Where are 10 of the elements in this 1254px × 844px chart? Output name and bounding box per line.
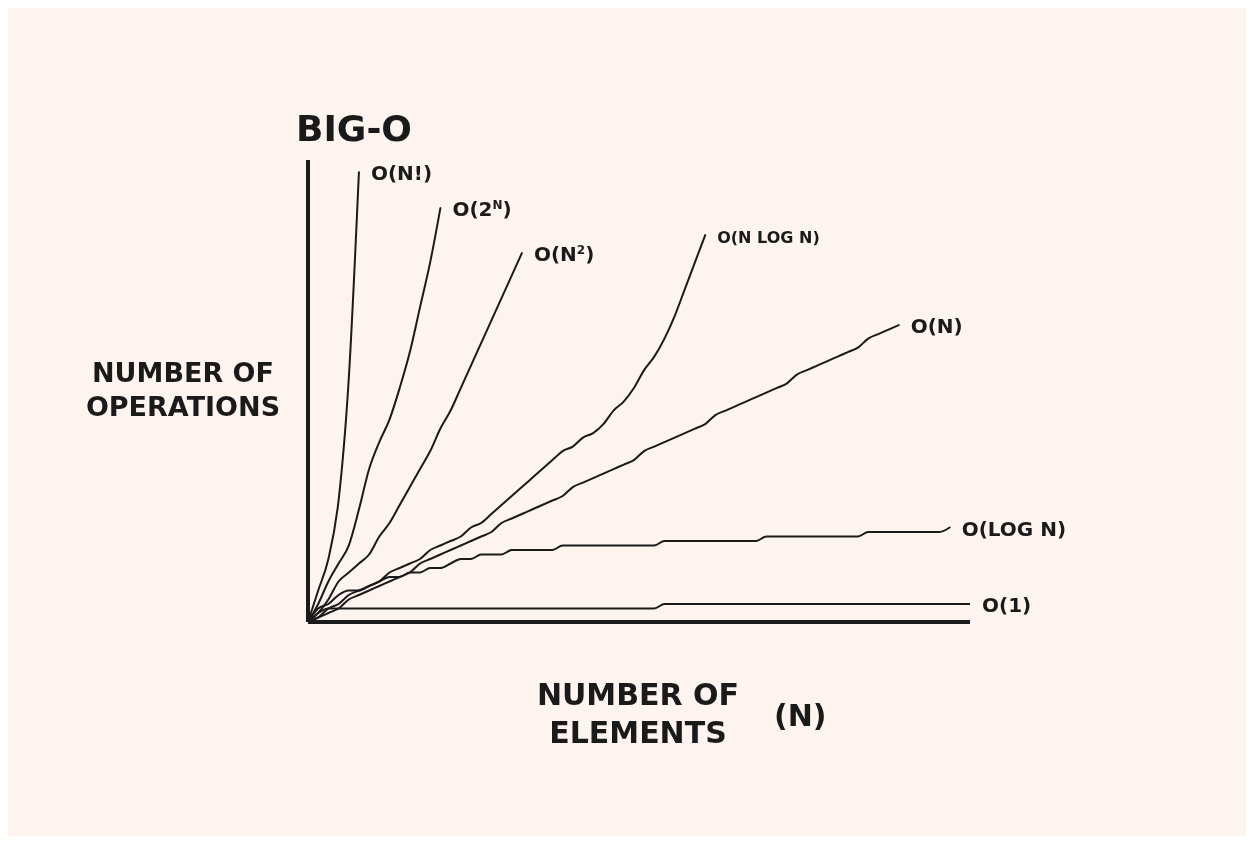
series-label: O(N$^{2}$) [533, 242, 595, 267]
text: NUMBER OF ELEMENTS (N) [536, 677, 827, 750]
series-label: O(N LOG N) [717, 228, 820, 248]
y-axis-title: NUMBER OF OPERATIONS [84, 356, 282, 424]
series-label: O(2$^{N}$) [452, 197, 512, 222]
series-label: O(N!) [370, 161, 433, 186]
series-label: O(N) [910, 314, 963, 339]
series-label: O(1) [982, 593, 1032, 618]
series-label: O(LOG N) [961, 516, 1067, 541]
chart-title: BIG-O [296, 108, 412, 149]
